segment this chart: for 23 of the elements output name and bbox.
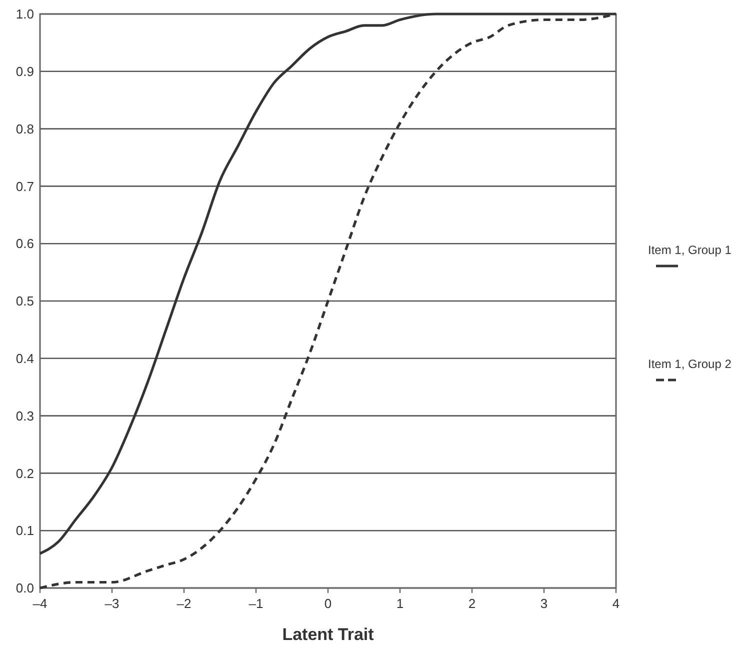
x-tick-label: 0 bbox=[324, 596, 332, 611]
x-tick-label: 1 bbox=[396, 596, 404, 611]
x-tick-label: 4 bbox=[612, 596, 620, 611]
y-tick-label: 0.7 bbox=[16, 178, 34, 194]
y-tick-label: 0.3 bbox=[16, 408, 34, 424]
x-tick-label: –3 bbox=[104, 596, 120, 611]
text: Item 1, Group 2 bbox=[648, 357, 732, 371]
y-tick-label: 0.0 bbox=[16, 580, 34, 596]
y-tick-label: 0.8 bbox=[16, 121, 34, 136]
x-tick-label: –1 bbox=[248, 596, 264, 611]
x-tick-label: –4 bbox=[32, 596, 48, 611]
x-tick-label: 2 bbox=[468, 596, 476, 611]
y-tick-label: 0.6 bbox=[16, 236, 34, 252]
y-tick-label: 0.1 bbox=[16, 523, 34, 538]
y-tick-label: 0.4 bbox=[16, 350, 34, 366]
y-tick-label: 1.0 bbox=[16, 6, 34, 22]
y-tick-label: 0.2 bbox=[16, 466, 34, 481]
x-axis-title: Latent Trait bbox=[282, 625, 374, 644]
x-tick-label: 3 bbox=[540, 596, 548, 611]
y-tick-label: 0.5 bbox=[16, 294, 34, 309]
y-tick-label: 0.9 bbox=[16, 64, 34, 79]
x-tick-label: –2 bbox=[176, 596, 192, 611]
text: Item 1, Group 1 bbox=[648, 243, 732, 257]
